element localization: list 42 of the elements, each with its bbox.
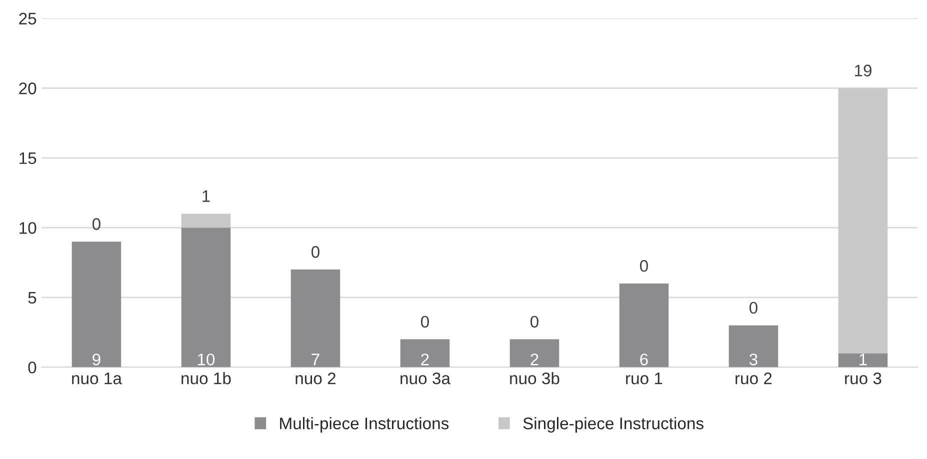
data-label: 2 <box>421 354 429 366</box>
y-tick-label: 0 <box>28 362 36 374</box>
bar <box>72 242 122 368</box>
data-label: 3 <box>749 354 758 366</box>
bar <box>400 339 450 368</box>
x-tick-label: nuo 1a <box>72 372 122 384</box>
data-label: 0 <box>640 260 648 272</box>
legend-label: Single-piece Instructions <box>523 417 704 433</box>
y-tick-label: 5 <box>28 292 36 304</box>
data-label: 2 <box>530 354 538 366</box>
data-label: 6 <box>640 354 648 366</box>
x-tick-label: ruo 1 <box>626 372 662 384</box>
x-tick-label: nuo 1b <box>182 372 231 384</box>
bar <box>181 214 231 228</box>
bar <box>181 228 231 368</box>
data-label: 1 <box>860 354 867 366</box>
data-label: 0 <box>530 316 538 328</box>
x-tick-label: nuo 3a <box>400 372 450 384</box>
data-label: 0 <box>92 218 100 230</box>
data-label: 1 <box>202 190 210 202</box>
bar <box>838 88 888 354</box>
x-tick-label: ruo 3 <box>845 372 882 384</box>
x-tick-label: ruo 2 <box>736 372 772 384</box>
data-label: 10 <box>198 354 215 366</box>
bar <box>510 339 560 368</box>
data-label: 7 <box>312 354 320 366</box>
data-label: 9 <box>92 354 100 366</box>
x-tick-label: nuo 3b <box>510 372 560 384</box>
bar <box>619 283 669 368</box>
data-label: 0 <box>749 302 758 314</box>
data-label: 0 <box>420 316 429 328</box>
data-label: 19 <box>854 64 872 76</box>
legend-label: Multi-piece Instructions <box>280 417 449 433</box>
y-tick-label: 10 <box>20 222 36 234</box>
bar <box>290 270 340 368</box>
y-tick-label: 20 <box>19 82 36 94</box>
x-tick-label: nuo 2 <box>296 372 336 384</box>
bar <box>728 325 778 368</box>
data-label: 0 <box>311 246 320 258</box>
y-tick-label: 15 <box>20 152 36 164</box>
y-tick-label: 25 <box>19 12 36 25</box>
bar <box>838 353 888 368</box>
